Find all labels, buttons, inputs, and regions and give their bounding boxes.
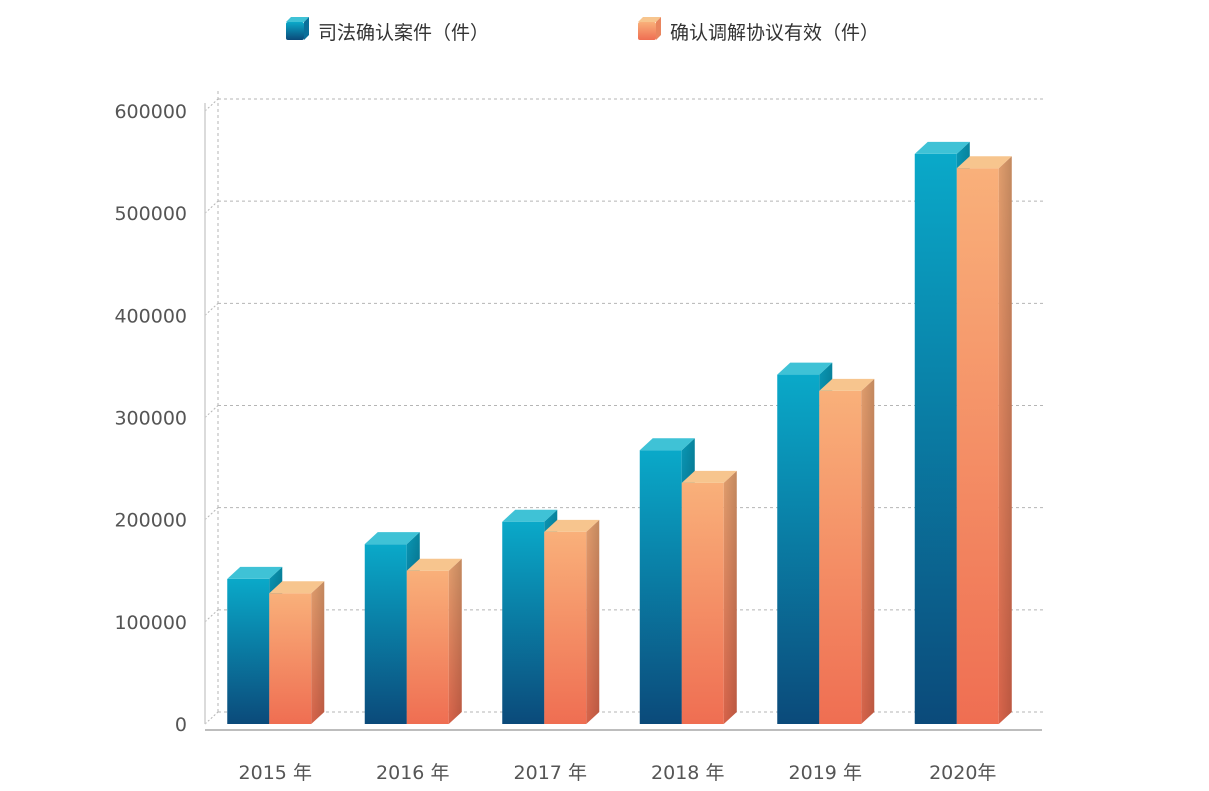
grid-line-depth: [204, 507, 219, 521]
y-axis-ticks: 0 100000 200000 300000 400000 500000 600000: [114, 101, 187, 736]
grid-line-depth: [204, 98, 219, 112]
legend-label-1: 确认调解协议有效（件）: [670, 22, 879, 44]
bar-1-1: [406, 558, 462, 724]
bars: [227, 141, 1012, 725]
bar-front: [406, 570, 449, 724]
bar-top: [639, 438, 695, 451]
legend-swatch-0-top: [286, 17, 309, 22]
bar-side-shade: [861, 378, 875, 724]
x-axis-ticks: 2015 年 2016 年 2017 年 2018 年 2019 年 2020年: [239, 762, 997, 784]
bar-top: [819, 378, 875, 391]
x-tick-label: 2018 年: [651, 762, 724, 784]
bar-side-shade: [723, 470, 737, 724]
bar-front: [681, 482, 724, 724]
bar-front: [227, 578, 270, 724]
legend-item-1: 确认调解协议有效（件）: [638, 17, 879, 44]
x-tick-label: 2016 年: [376, 762, 449, 784]
x-tick-label: 2015 年: [239, 762, 312, 784]
y-tick-label: 0: [175, 714, 187, 736]
grid: [204, 98, 1043, 725]
grid-line-depth: [204, 405, 219, 418]
bar-top: [956, 156, 1012, 169]
bar-top: [544, 519, 600, 532]
bar-top: [227, 566, 283, 579]
grid-line-depth: [204, 609, 219, 623]
bar-side-shade: [998, 156, 1012, 725]
bar-1-2: [544, 519, 600, 724]
legend-swatch-0-side: [304, 17, 309, 40]
legend-item-0: 司法确认案件（件）: [286, 17, 489, 44]
x-tick-label: 2019 年: [789, 762, 862, 784]
y-tick-label: 200000: [114, 510, 187, 532]
bar-front: [956, 168, 999, 725]
y-tick-label: 300000: [114, 408, 187, 430]
bar-front: [639, 450, 682, 724]
legend-swatch-1: [638, 22, 656, 40]
bar-1-3: [681, 470, 737, 724]
y-tick-label: 600000: [114, 101, 187, 123]
bar-side-shade: [311, 581, 325, 724]
bar-front: [269, 593, 312, 724]
bar-front: [819, 390, 862, 724]
bar-top: [406, 558, 462, 571]
bar-top: [777, 362, 833, 375]
bar-front: [914, 153, 957, 724]
y-tick-label: 500000: [114, 203, 187, 225]
grid-line-depth: [204, 302, 219, 316]
legend-swatch-0: [286, 22, 304, 40]
bar-front: [502, 521, 545, 724]
bar-front: [364, 544, 407, 724]
bar-top: [269, 581, 325, 594]
bar-side-shade: [448, 558, 462, 724]
bar-1-0: [269, 581, 325, 724]
axes: [204, 91, 1042, 731]
bar-1-4: [819, 378, 875, 724]
bar-front: [544, 531, 587, 724]
grid-line-depth: [204, 200, 219, 214]
grid-line-depth: [204, 711, 219, 725]
bar-top: [914, 141, 970, 154]
bar-front: [777, 374, 820, 724]
x-tick-label: 2017 年: [514, 762, 587, 784]
bar-side-shade: [586, 519, 600, 724]
legend: 司法确认案件（件） 确认调解协议有效（件）: [286, 17, 879, 44]
legend-swatch-1-top: [638, 17, 661, 22]
y-tick-label: 400000: [114, 305, 187, 327]
x-tick-label: 2020年: [929, 762, 996, 784]
bar-top: [364, 532, 420, 545]
y-tick-label: 100000: [114, 612, 187, 634]
legend-swatch-1-side: [656, 17, 661, 40]
legend-label-0: 司法确认案件（件）: [318, 22, 489, 44]
bar-top: [681, 470, 737, 483]
bar-top: [502, 509, 558, 522]
bar-1-5: [956, 156, 1012, 725]
